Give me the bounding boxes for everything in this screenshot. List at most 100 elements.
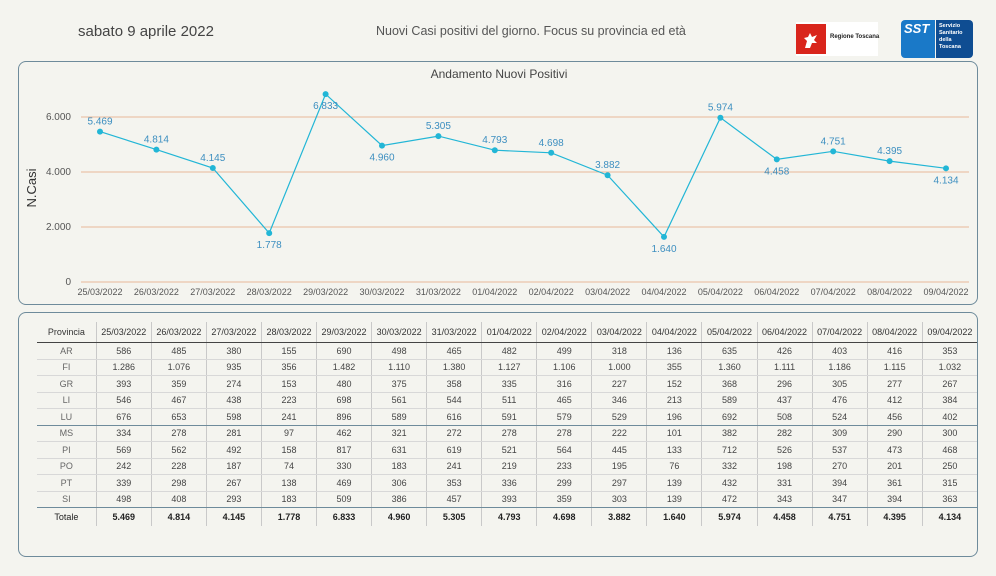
regione-toscana-logo: Regione Toscana xyxy=(796,22,879,56)
table-cell: 403 xyxy=(811,342,868,360)
table-cell: 402 xyxy=(921,408,977,426)
data-label: 4.793 xyxy=(482,135,507,146)
page-header: sabato 9 aprile 2022 Nuovi Casi positivi… xyxy=(0,0,996,58)
province-table: Provincia 25/03/2022 26/03/2022 27/03/2022… xyxy=(37,322,977,526)
column-header-date: 30/03/2022 xyxy=(371,322,427,343)
table-cell: 306 xyxy=(371,474,427,492)
table-cell: 196 xyxy=(646,408,702,426)
x-tick-label: 25/03/2022 xyxy=(77,287,122,297)
table-cell: 303 xyxy=(591,491,647,508)
table-cell: 139 xyxy=(646,491,702,508)
table-cell: 363 xyxy=(921,491,977,508)
total-cell: 4.814 xyxy=(150,507,207,526)
table-row: LU 676 653 598 241 896 589 616 591 579 529 196 692 50… xyxy=(37,408,977,426)
column-header-date: 05/04/2022 xyxy=(701,322,757,343)
table-cell: 187 xyxy=(205,458,262,475)
table-row: MS 334 278 281 97 462 321 272 278 278 222 101 382 282… xyxy=(37,425,977,442)
x-tick-label: 06/04/2022 xyxy=(754,287,799,297)
table-cell: 524 xyxy=(811,408,868,426)
data-point xyxy=(379,142,385,149)
y-tick-label: 2.000 xyxy=(46,222,71,233)
table-cell: 233 xyxy=(536,458,592,475)
province-name: MS xyxy=(37,425,97,442)
pegasus-icon xyxy=(804,33,817,48)
table-cell: 631 xyxy=(371,441,427,459)
data-point xyxy=(266,230,273,237)
x-tick-label: 29/03/2022 xyxy=(303,287,348,297)
table-cell: 426 xyxy=(756,342,813,360)
data-point xyxy=(830,148,837,155)
column-header-date: 08/04/2022 xyxy=(866,322,923,343)
table-cell: 183 xyxy=(260,491,317,508)
table-cell: 332 xyxy=(701,458,757,475)
sst-logo: SST Servizio Sanitario della Toscana xyxy=(901,20,973,58)
table-cell: 408 xyxy=(150,491,207,508)
line-chart: Andamento Nuovi Positivi N.Casi 0 2.000 4.00… xyxy=(24,67,969,297)
chart-title: Andamento Nuovi Positivi xyxy=(431,67,568,81)
total-cell: 3.882 xyxy=(591,507,647,526)
table-cell: 355 xyxy=(646,359,702,376)
table-cell: 278 xyxy=(536,425,592,442)
table-cell: 394 xyxy=(811,474,868,492)
table-cell: 241 xyxy=(426,458,482,475)
table-cell: 1.286 xyxy=(95,359,152,376)
table-cell: 346 xyxy=(591,392,647,409)
table-cell: 1.186 xyxy=(811,359,868,376)
data-label: 5.974 xyxy=(708,103,733,114)
column-header-date: 26/03/2022 xyxy=(150,322,207,343)
table-cell: 462 xyxy=(315,425,372,442)
total-cell: 4.134 xyxy=(921,507,977,526)
data-point xyxy=(322,91,329,98)
table-cell: 393 xyxy=(481,491,537,508)
table-cell: 508 xyxy=(756,408,813,426)
table-cell: 476 xyxy=(811,392,868,409)
table-cell: 267 xyxy=(205,474,262,492)
province-name: PO xyxy=(37,458,97,475)
table-row: PO 242 228 187 74 330 183 241 219 233 195 76 332 198 2… xyxy=(37,458,977,475)
table-cell: 653 xyxy=(150,408,207,426)
table-row: PI 569 562 492 158 817 631 619 521 564 445 133 712 52… xyxy=(37,441,977,459)
data-point xyxy=(661,233,667,240)
table-cell: 359 xyxy=(150,375,207,393)
total-row: Totale 5.469 4.814 4.145 1.778 6.833 4.960 5.30… xyxy=(37,507,977,526)
table-cell: 101 xyxy=(646,425,702,442)
table-panel: Provincia 25/03/2022 26/03/2022 27/03/2022… xyxy=(18,312,978,557)
table-cell: 250 xyxy=(921,458,977,475)
x-tick-label: 28/03/2022 xyxy=(247,287,292,297)
table-cell: 485 xyxy=(150,342,207,360)
data-point xyxy=(717,114,724,121)
table-cell: 321 xyxy=(371,425,427,442)
table-cell: 438 xyxy=(205,392,262,409)
table-cell: 368 xyxy=(701,375,757,393)
table-cell: 482 xyxy=(481,342,537,360)
table-cell: 499 xyxy=(536,342,592,360)
data-label: 4.814 xyxy=(144,135,169,146)
column-header-date: 27/03/2022 xyxy=(205,322,262,343)
table-cell: 334 xyxy=(95,425,152,442)
data-point xyxy=(773,156,780,163)
table-cell: 278 xyxy=(150,425,207,442)
data-label: 4.751 xyxy=(821,136,846,147)
table-cell: 562 xyxy=(150,441,207,459)
total-cell: 5.469 xyxy=(95,507,152,526)
x-tick-label: 27/03/2022 xyxy=(190,287,235,297)
chart-panel: Andamento Nuovi Positivi N.Casi 0 2.000 4.00… xyxy=(18,61,978,305)
table-cell: 336 xyxy=(481,474,537,492)
table-cell: 201 xyxy=(866,458,923,475)
table-cell: 76 xyxy=(646,458,702,475)
table-cell: 526 xyxy=(756,441,813,459)
table-row: SI 498 408 293 183 509 386 457 393 359 303 139 472 34… xyxy=(37,491,977,508)
table-cell: 511 xyxy=(481,392,537,409)
sst-logo-text: Servizio Sanitario della Toscana xyxy=(936,20,973,58)
table-cell: 223 xyxy=(260,392,317,409)
table-row: FI 1.286 1.076 935 356 1.482 1.110 1.380 1.127 1.… xyxy=(37,359,977,376)
table-cell: 359 xyxy=(536,491,592,508)
x-tick-label: 30/03/2022 xyxy=(359,287,404,297)
table-cell: 97 xyxy=(260,425,317,442)
table-cell: 335 xyxy=(481,375,537,393)
province-name: FI xyxy=(37,359,97,376)
table-cell: 339 xyxy=(95,474,152,492)
table-cell: 347 xyxy=(811,491,868,508)
table-cell: 544 xyxy=(426,392,482,409)
data-label: 4.698 xyxy=(539,138,564,149)
